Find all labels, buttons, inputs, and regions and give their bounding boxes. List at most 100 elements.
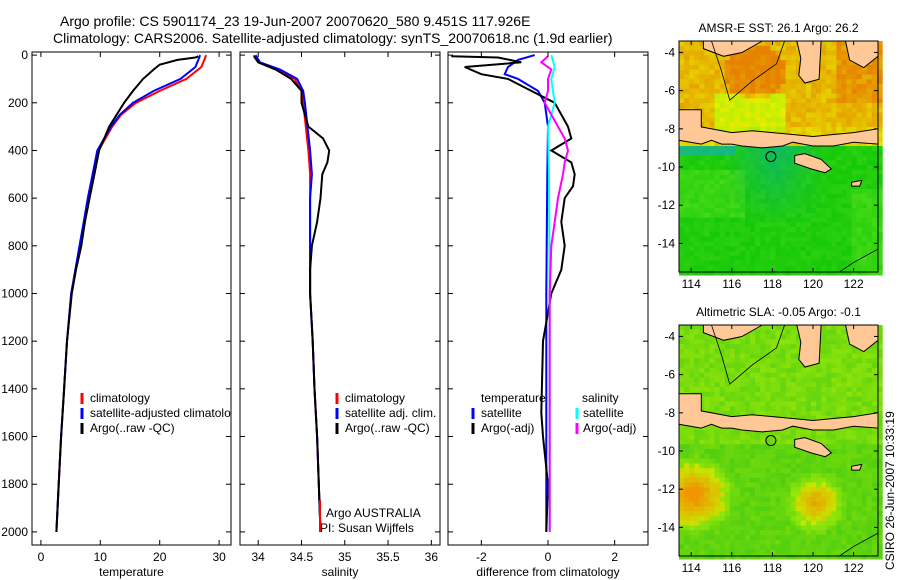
map-cell bbox=[699, 344, 705, 350]
map-cell bbox=[861, 401, 868, 407]
map-cell bbox=[846, 506, 853, 512]
map-cell bbox=[866, 270, 873, 276]
map-cell bbox=[866, 260, 873, 266]
map-cell bbox=[861, 103, 868, 109]
map-cell bbox=[805, 368, 812, 374]
y-tick-label: 2000 bbox=[1, 525, 28, 539]
map-cell bbox=[795, 492, 802, 498]
map-cell bbox=[871, 487, 878, 493]
map-cell bbox=[795, 241, 802, 247]
map-cell bbox=[826, 255, 832, 262]
map-cell bbox=[831, 174, 837, 180]
map-cell bbox=[770, 334, 777, 340]
map-cell bbox=[831, 549, 837, 555]
map-cell bbox=[694, 179, 700, 185]
map-cell bbox=[816, 251, 822, 257]
map-cell bbox=[714, 344, 721, 350]
map-cell bbox=[785, 391, 792, 398]
map-cell bbox=[679, 203, 685, 209]
map-cell bbox=[750, 430, 756, 436]
map-cell bbox=[734, 88, 741, 95]
map-cell bbox=[689, 525, 695, 531]
map-cell bbox=[841, 449, 848, 455]
map-cell bbox=[877, 482, 883, 488]
map-cell bbox=[760, 265, 766, 271]
map-cell bbox=[841, 358, 848, 364]
map-cell bbox=[765, 64, 771, 71]
map-cell bbox=[821, 236, 827, 243]
map-cell bbox=[826, 453, 832, 460]
map-cell bbox=[780, 222, 787, 228]
map-cell bbox=[689, 227, 695, 233]
map-cell bbox=[679, 334, 685, 340]
map-cell bbox=[734, 69, 741, 75]
map-cell bbox=[745, 496, 751, 503]
map-cell bbox=[871, 203, 878, 209]
map-cell bbox=[775, 126, 782, 133]
map-cell bbox=[765, 169, 771, 176]
map-cell bbox=[750, 387, 756, 393]
map-cell bbox=[679, 217, 685, 223]
map-cell bbox=[709, 150, 716, 157]
map-cell bbox=[861, 535, 868, 541]
map-cell bbox=[719, 372, 726, 379]
map-cell bbox=[831, 169, 837, 176]
map-cell bbox=[724, 463, 731, 469]
map-cell bbox=[719, 222, 726, 228]
map-cell bbox=[790, 439, 797, 445]
map-cell bbox=[745, 391, 751, 398]
map-cell bbox=[704, 368, 711, 374]
map-cell bbox=[826, 117, 832, 123]
map-cell bbox=[729, 453, 736, 460]
map-cell bbox=[775, 88, 782, 95]
map-cell bbox=[866, 501, 873, 507]
map-cell bbox=[709, 212, 716, 219]
map-cell bbox=[694, 79, 700, 85]
map-cell bbox=[714, 79, 721, 85]
map-cell bbox=[775, 155, 782, 161]
map-cell bbox=[709, 146, 716, 152]
map-cell bbox=[846, 150, 853, 157]
map-cell bbox=[871, 174, 878, 180]
map-cell bbox=[689, 377, 695, 383]
map-cell bbox=[679, 208, 685, 214]
map-cell bbox=[719, 444, 726, 450]
map-cell bbox=[866, 520, 873, 527]
map-cell bbox=[760, 174, 766, 180]
map-cell bbox=[775, 41, 782, 47]
map-cell bbox=[704, 458, 711, 464]
map-cell bbox=[734, 160, 741, 166]
map-cell bbox=[770, 122, 777, 128]
map-cell bbox=[714, 430, 721, 436]
map-cell bbox=[724, 146, 731, 152]
map-cell bbox=[821, 270, 827, 276]
map-cell bbox=[760, 363, 766, 369]
map-cell bbox=[785, 549, 792, 555]
map-cell bbox=[719, 430, 726, 436]
map-cell bbox=[811, 453, 817, 460]
map-cell bbox=[709, 401, 716, 407]
map-cell bbox=[826, 434, 832, 441]
map-cell bbox=[831, 251, 837, 257]
map-cell bbox=[689, 189, 695, 195]
map-cell bbox=[755, 227, 761, 233]
map-cell bbox=[790, 160, 797, 166]
map-cell bbox=[689, 473, 695, 479]
map-cell bbox=[704, 203, 711, 209]
map-cell bbox=[709, 391, 716, 398]
map-cell bbox=[750, 449, 756, 455]
map-cell bbox=[729, 530, 736, 536]
map-cell bbox=[846, 141, 853, 147]
map-cell bbox=[800, 430, 807, 436]
map-cell bbox=[689, 165, 695, 171]
map-cell bbox=[836, 169, 843, 176]
legend-label: climatology bbox=[345, 391, 405, 405]
map-cell bbox=[841, 155, 848, 161]
map-cell bbox=[765, 496, 771, 503]
map-cell bbox=[770, 382, 777, 388]
map-cell bbox=[877, 406, 883, 412]
map-cell bbox=[846, 112, 853, 118]
map-cell bbox=[689, 535, 695, 541]
map-cell bbox=[831, 126, 837, 133]
map-cell bbox=[811, 511, 817, 517]
